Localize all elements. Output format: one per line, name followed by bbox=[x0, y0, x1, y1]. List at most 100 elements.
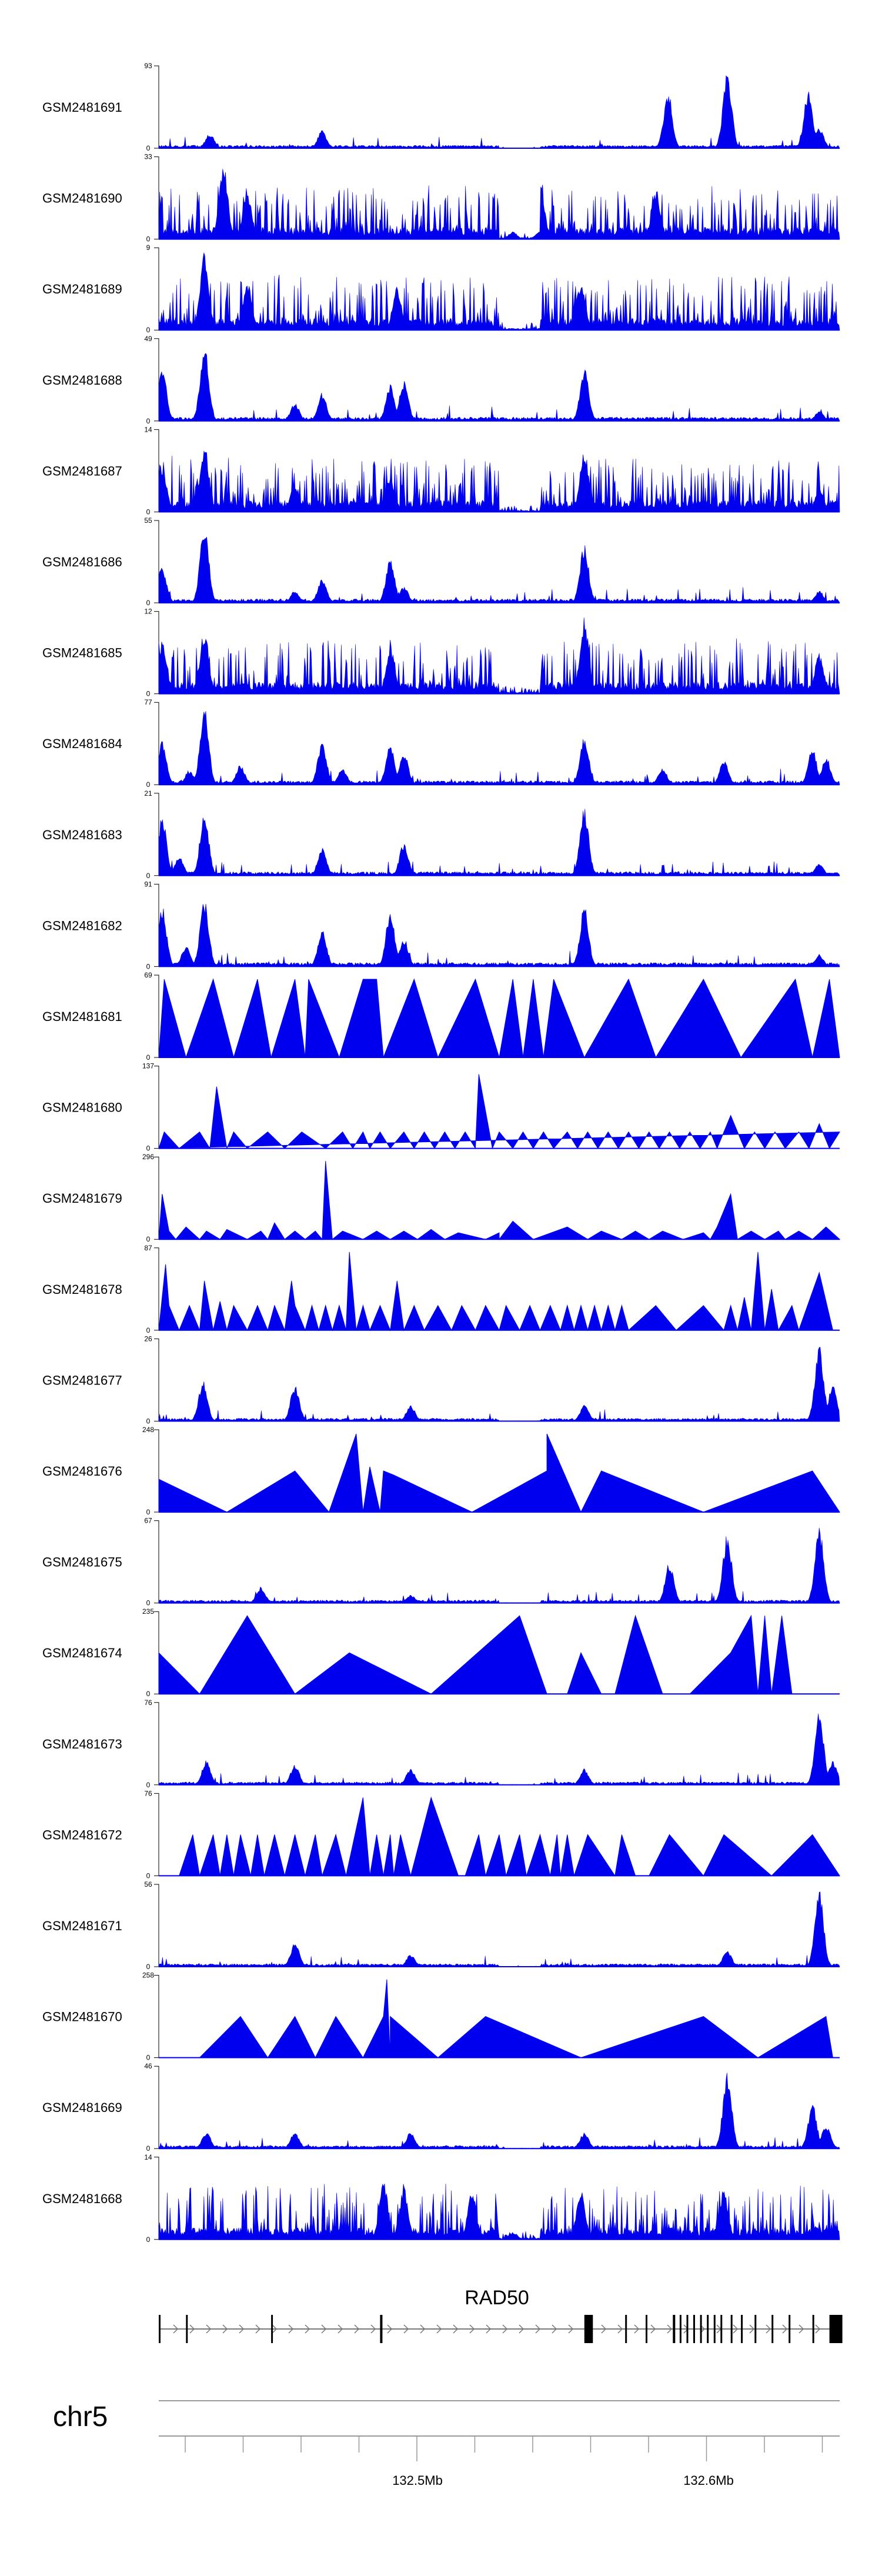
track-label: GSM2481675 bbox=[42, 1555, 122, 1570]
track-ymin-label: 0 bbox=[146, 508, 151, 516]
track-y-axis bbox=[154, 520, 159, 603]
track-ymax-label: 235 bbox=[142, 1607, 154, 1616]
strand-arrow bbox=[733, 2324, 739, 2334]
gene-exon bbox=[754, 2315, 757, 2343]
track-label: GSM2481689 bbox=[42, 282, 122, 296]
strand-arrow bbox=[815, 2324, 821, 2334]
track-GSM2481681: GSM2481681 69 0 bbox=[42, 971, 840, 1062]
gene-exon bbox=[720, 2315, 723, 2343]
track-y-axis bbox=[154, 2157, 159, 2240]
track-ymax-label: 56 bbox=[144, 1880, 152, 1888]
track-ymax-label: 46 bbox=[144, 2062, 152, 2070]
strand-arrow bbox=[222, 2324, 228, 2334]
track-GSM2481668: GSM2481668 14 0 bbox=[42, 2153, 840, 2244]
strand-arrow bbox=[502, 2324, 508, 2334]
strand-arrow bbox=[650, 2324, 656, 2334]
strand-arrow bbox=[453, 2324, 459, 2334]
coverage-area bbox=[158, 1713, 840, 1786]
track-GSM2481670: GSM2481670 258 0 bbox=[42, 1971, 840, 2062]
chromosome-label: chr5 bbox=[53, 2401, 108, 2432]
coverage-area bbox=[158, 75, 840, 149]
strand-arrow bbox=[370, 2324, 376, 2334]
strand-arrow bbox=[173, 2324, 179, 2334]
coverage-area bbox=[158, 353, 840, 422]
strand-arrow bbox=[189, 2324, 195, 2334]
coverage-area bbox=[158, 1252, 834, 1332]
track-label: GSM2481682 bbox=[42, 918, 122, 933]
gene-exon bbox=[686, 2315, 689, 2343]
track-GSM2481672: GSM2481672 76 0 bbox=[42, 1789, 840, 1880]
track-y-axis bbox=[154, 975, 159, 1058]
gene-exon bbox=[829, 2315, 843, 2343]
track-label: GSM2481678 bbox=[42, 1282, 122, 1297]
track-y-axis bbox=[154, 611, 159, 695]
track-label: GSM2481688 bbox=[42, 373, 122, 388]
track-ymin-label: 0 bbox=[146, 1963, 151, 1971]
track-label: GSM2481690 bbox=[42, 191, 122, 206]
gene-exon bbox=[186, 2315, 188, 2343]
strand-arrow bbox=[617, 2324, 623, 2334]
gene-exon bbox=[584, 2315, 593, 2343]
gene-track: RAD50 bbox=[159, 2287, 843, 2343]
strand-arrow bbox=[288, 2324, 294, 2334]
track-y-axis bbox=[154, 156, 159, 240]
track-ymax-label: 69 bbox=[144, 971, 152, 979]
gene-exon bbox=[812, 2315, 814, 2343]
track-y-axis bbox=[154, 1975, 159, 2058]
track-GSM2481691: GSM2481691 93 0 bbox=[42, 62, 840, 152]
gene-exon bbox=[707, 2315, 709, 2343]
track-GSM2481669: GSM2481669 46 0 bbox=[42, 2062, 840, 2153]
track-y-axis bbox=[154, 1702, 159, 1786]
coverage-area bbox=[158, 252, 840, 331]
track-ymax-label: 55 bbox=[144, 516, 152, 525]
coverage-tracks: GSM2481691930GSM2481690330GSM248168990GS… bbox=[42, 62, 841, 2244]
strand-arrow bbox=[239, 2324, 245, 2334]
track-ymin-label: 0 bbox=[146, 417, 151, 425]
coverage-area bbox=[158, 1347, 840, 1422]
track-GSM2481673: GSM2481673 76 0 bbox=[42, 1699, 840, 1789]
coverage-area bbox=[158, 2183, 840, 2240]
coverage-area bbox=[158, 903, 840, 967]
track-ymax-label: 93 bbox=[144, 62, 152, 70]
strand-arrow bbox=[338, 2324, 343, 2334]
strand-arrow bbox=[305, 2324, 310, 2334]
strand-arrow bbox=[601, 2324, 607, 2334]
gene-exon bbox=[673, 2315, 676, 2343]
coverage-area bbox=[199, 1979, 833, 2058]
track-label: GSM2481691 bbox=[42, 100, 122, 115]
rad50-gene-model bbox=[159, 2315, 843, 2343]
track-ymax-label: 49 bbox=[144, 335, 152, 343]
genome-axis: chr5 132.5Mb 132.6Mb bbox=[53, 2400, 840, 2488]
gene-exon bbox=[646, 2315, 647, 2343]
track-GSM2481679: GSM2481679 296 0 bbox=[42, 1153, 841, 1243]
gene-exon bbox=[380, 2315, 383, 2343]
coverage-area bbox=[158, 809, 840, 876]
strand-arrow bbox=[799, 2324, 804, 2334]
track-y-axis bbox=[154, 702, 159, 785]
coverage-area bbox=[158, 711, 840, 785]
strand-arrow bbox=[568, 2324, 574, 2334]
gene-exon bbox=[625, 2315, 627, 2343]
track-label: GSM2481684 bbox=[42, 736, 122, 751]
track-y-axis bbox=[154, 1338, 159, 1422]
track-ymin-label: 0 bbox=[146, 144, 151, 152]
gene-exon bbox=[591, 2315, 593, 2343]
track-label: GSM2481687 bbox=[42, 463, 122, 478]
track-GSM2481689: GSM2481689 9 0 bbox=[42, 243, 840, 334]
strand-arrow bbox=[782, 2324, 788, 2334]
track-y-axis bbox=[154, 1429, 159, 1513]
gene-exon bbox=[771, 2315, 774, 2343]
coverage-area bbox=[158, 1614, 813, 1695]
track-y-axis bbox=[154, 247, 159, 331]
coverage-area bbox=[158, 2073, 840, 2149]
gene-exon bbox=[730, 2315, 733, 2343]
track-y-axis bbox=[154, 2066, 159, 2149]
track-ymax-label: 87 bbox=[144, 1244, 152, 1252]
coverage-area bbox=[158, 1891, 840, 1967]
track-ymin-label: 0 bbox=[146, 1053, 151, 1062]
coverage-area bbox=[158, 1433, 840, 1513]
track-y-axis bbox=[154, 1884, 159, 1967]
track-ymin-label: 0 bbox=[146, 1144, 151, 1153]
track-GSM2481678: GSM2481678 87 0 bbox=[42, 1244, 840, 1334]
track-label: GSM2481668 bbox=[42, 2191, 122, 2206]
